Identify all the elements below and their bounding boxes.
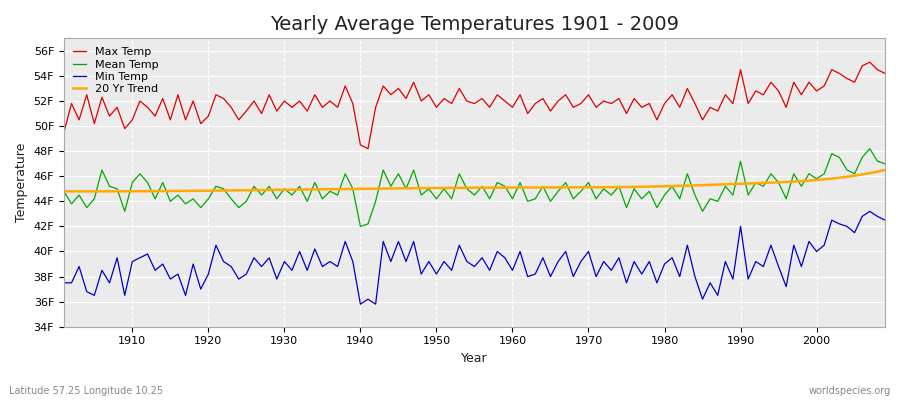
Title: Yearly Average Temperatures 1901 - 2009: Yearly Average Temperatures 1901 - 2009	[270, 15, 679, 34]
Y-axis label: Temperature: Temperature	[15, 143, 28, 222]
Mean Temp	[120, 209, 130, 214]
20 Yr Trend	[806, 178, 816, 183]
Min Temp	[606, 268, 616, 273]
Min Temp	[879, 218, 890, 222]
20 Yr Trend	[58, 189, 69, 194]
Max Temp	[507, 105, 517, 110]
Line: Max Temp: Max Temp	[64, 62, 885, 149]
20 Yr Trend	[753, 181, 764, 186]
Min Temp	[286, 268, 297, 273]
Min Temp	[120, 293, 130, 298]
Text: Latitude 57.25 Longitude 10.25: Latitude 57.25 Longitude 10.25	[9, 386, 163, 396]
20 Yr Trend	[563, 185, 574, 190]
Mean Temp	[286, 193, 297, 198]
Line: Min Temp: Min Temp	[64, 211, 885, 304]
Line: Mean Temp: Mean Temp	[64, 149, 885, 226]
Mean Temp	[332, 193, 343, 198]
Max Temp	[864, 60, 875, 64]
Max Temp	[515, 92, 526, 97]
Min Temp	[507, 268, 517, 273]
Max Temp	[58, 130, 69, 135]
Mean Temp	[606, 193, 616, 198]
20 Yr Trend	[550, 185, 561, 190]
20 Yr Trend	[86, 189, 97, 194]
Max Temp	[286, 105, 297, 110]
Legend: Max Temp, Mean Temp, Min Temp, 20 Yr Trend: Max Temp, Mean Temp, Min Temp, 20 Yr Tre…	[69, 44, 162, 98]
X-axis label: Year: Year	[461, 352, 488, 365]
Max Temp	[363, 146, 374, 151]
20 Yr Trend	[879, 168, 890, 172]
Min Temp	[58, 280, 69, 285]
Max Temp	[606, 101, 616, 106]
Mean Temp	[879, 161, 890, 166]
Text: worldspecies.org: worldspecies.org	[809, 386, 891, 396]
Max Temp	[879, 71, 890, 76]
Max Temp	[120, 126, 130, 131]
Max Temp	[332, 105, 343, 110]
Mean Temp	[515, 180, 526, 185]
20 Yr Trend	[547, 185, 558, 190]
Mean Temp	[864, 146, 875, 151]
Mean Temp	[507, 196, 517, 201]
Min Temp	[355, 302, 365, 306]
Min Temp	[515, 249, 526, 254]
20 Yr Trend	[61, 189, 72, 194]
Mean Temp	[355, 224, 365, 229]
Line: 20 Yr Trend: 20 Yr Trend	[64, 170, 885, 191]
Min Temp	[332, 264, 343, 269]
Min Temp	[864, 209, 875, 214]
Mean Temp	[58, 189, 69, 194]
